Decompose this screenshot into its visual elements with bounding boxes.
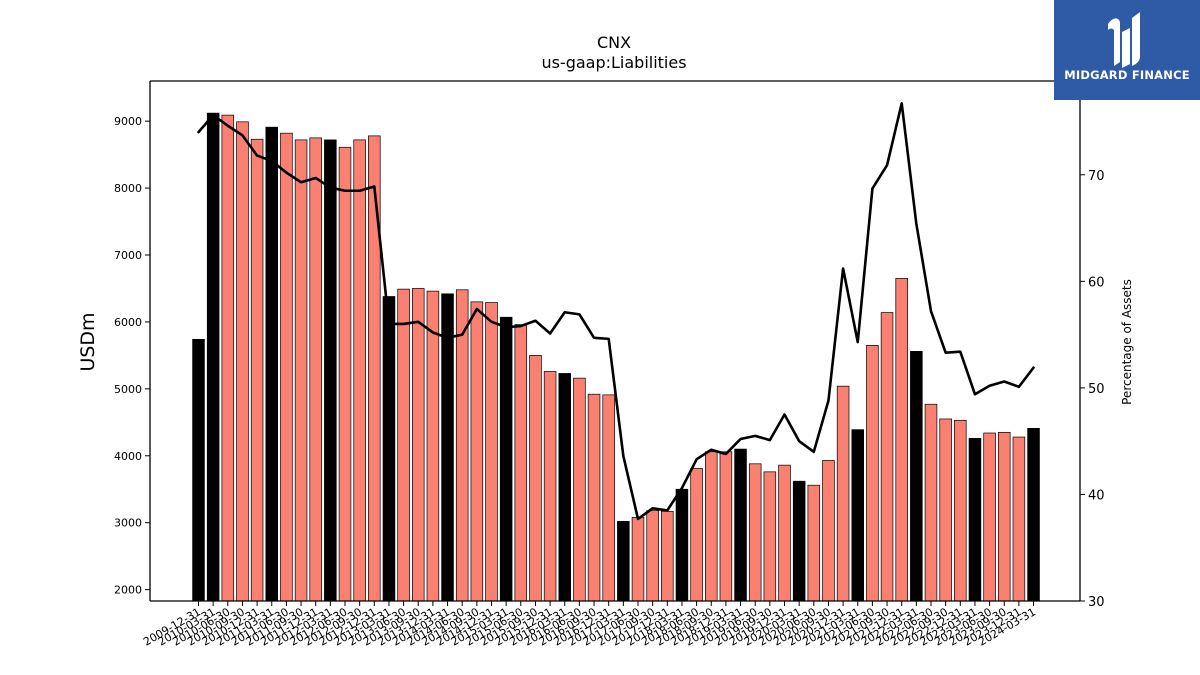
bar-2015-03-31 bbox=[499, 316, 513, 602]
y-tick-label: 5000 bbox=[114, 383, 142, 396]
bar-2022-06-30 bbox=[924, 403, 938, 602]
bar-2020-12-31 bbox=[836, 385, 850, 602]
y-tick-label: 4000 bbox=[114, 450, 142, 463]
bar-2017-03-31 bbox=[617, 521, 630, 602]
bar-2013-03-31 bbox=[382, 296, 396, 602]
bar-2012-06-30 bbox=[338, 146, 352, 602]
y2-tick-label: 50 bbox=[1088, 382, 1105, 397]
bar-2009-12-31 bbox=[192, 338, 205, 602]
bar-2019-06-30 bbox=[748, 463, 762, 602]
bar-2012-03-31 bbox=[324, 139, 337, 602]
bar-2021-03-31 bbox=[851, 429, 864, 602]
bar-2011-09-30 bbox=[294, 139, 308, 602]
y2-axis-label: Percentage of Assets bbox=[1120, 279, 1134, 405]
y2-tick-label: 70 bbox=[1088, 169, 1105, 184]
bar-2013-06-30 bbox=[397, 288, 410, 602]
bar-2020-06-30 bbox=[807, 484, 821, 602]
logo-mark-icon bbox=[1108, 12, 1140, 68]
bar-2014-12-31 bbox=[485, 302, 498, 602]
y-tick-label: 8000 bbox=[114, 182, 142, 195]
bar-2017-12-31 bbox=[661, 510, 674, 602]
bar-2023-09-30 bbox=[997, 432, 1011, 602]
bar-2016-03-31 bbox=[558, 373, 571, 602]
bar-2010-06-30 bbox=[221, 114, 235, 602]
y-axis-label: USDm bbox=[77, 312, 99, 371]
logo-text: MIDGARD FINANCE bbox=[1064, 68, 1190, 82]
bar-2023-03-31 bbox=[968, 438, 982, 602]
y-tick-label: 6000 bbox=[114, 316, 142, 329]
percentage-of-assets-line bbox=[197, 102, 1035, 521]
bar-2010-03-31 bbox=[206, 112, 220, 602]
bar-2022-03-31 bbox=[910, 351, 923, 602]
bar-2015-12-31 bbox=[543, 371, 557, 602]
bar-2018-12-31 bbox=[719, 451, 733, 602]
bar-2021-06-30 bbox=[866, 345, 879, 602]
midgard-finance-logo: MIDGARD FINANCE bbox=[1054, 0, 1200, 100]
bar-2016-12-31 bbox=[602, 394, 615, 602]
bar-2015-06-30 bbox=[514, 324, 528, 602]
y-tick-label: 2000 bbox=[114, 584, 142, 597]
line-layer bbox=[197, 102, 1035, 521]
bar-2011-12-31 bbox=[309, 137, 322, 602]
y-tick-label: 7000 bbox=[114, 249, 142, 262]
bar-2015-09-30 bbox=[529, 355, 542, 602]
bar-2018-09-30 bbox=[704, 451, 718, 602]
bar-2011-06-30 bbox=[280, 132, 293, 602]
y2-tick-label: 40 bbox=[1088, 488, 1105, 503]
y2-tick-label: 30 bbox=[1088, 595, 1105, 610]
bar-2018-06-30 bbox=[690, 468, 703, 602]
bar-2016-09-30 bbox=[587, 393, 601, 602]
bar-2016-06-30 bbox=[573, 377, 586, 602]
bar-2014-09-30 bbox=[470, 301, 484, 602]
bar-2024-03-31 bbox=[1027, 427, 1040, 602]
bar-2013-09-30 bbox=[412, 288, 425, 602]
bar-2017-06-30 bbox=[631, 516, 645, 602]
axes-layer bbox=[149, 80, 1081, 602]
bar-2013-12-31 bbox=[426, 290, 440, 602]
y-tick-label: 9000 bbox=[114, 115, 142, 128]
bar-2012-09-30 bbox=[353, 139, 366, 602]
chart-title: CNX bbox=[597, 33, 631, 52]
bar-2023-12-31 bbox=[1012, 436, 1026, 602]
y2-tick-label: 60 bbox=[1088, 275, 1105, 290]
bar-2022-09-30 bbox=[939, 418, 952, 602]
bar-2018-03-31 bbox=[675, 488, 689, 602]
bar-2023-06-30 bbox=[983, 432, 996, 602]
bar-2019-03-31 bbox=[734, 448, 747, 602]
bar-2010-12-31 bbox=[250, 138, 264, 602]
y-tick-label: 3000 bbox=[114, 517, 142, 530]
bar-2021-12-31 bbox=[895, 278, 908, 602]
bar-2019-09-30 bbox=[763, 471, 777, 602]
bar-2012-12-31 bbox=[368, 135, 381, 602]
bars-layer bbox=[192, 112, 1040, 602]
bar-2019-12-31 bbox=[778, 464, 791, 602]
bar-2022-12-31 bbox=[954, 419, 967, 602]
bar-2021-09-30 bbox=[880, 312, 894, 602]
bar-2014-03-31 bbox=[441, 293, 454, 602]
bar-2011-03-31 bbox=[265, 126, 279, 602]
bar-2010-09-30 bbox=[236, 121, 249, 602]
chart-subtitle: us-gaap:Liabilities bbox=[541, 53, 686, 72]
bar-2017-09-30 bbox=[646, 510, 659, 602]
ticks-layer: 2000 3000 4000 5000 6000 7000 8000 9000 30 40 50 60… bbox=[114, 115, 1105, 648]
bar-2020-03-31 bbox=[792, 480, 806, 602]
bar-2020-09-30 bbox=[822, 460, 835, 602]
